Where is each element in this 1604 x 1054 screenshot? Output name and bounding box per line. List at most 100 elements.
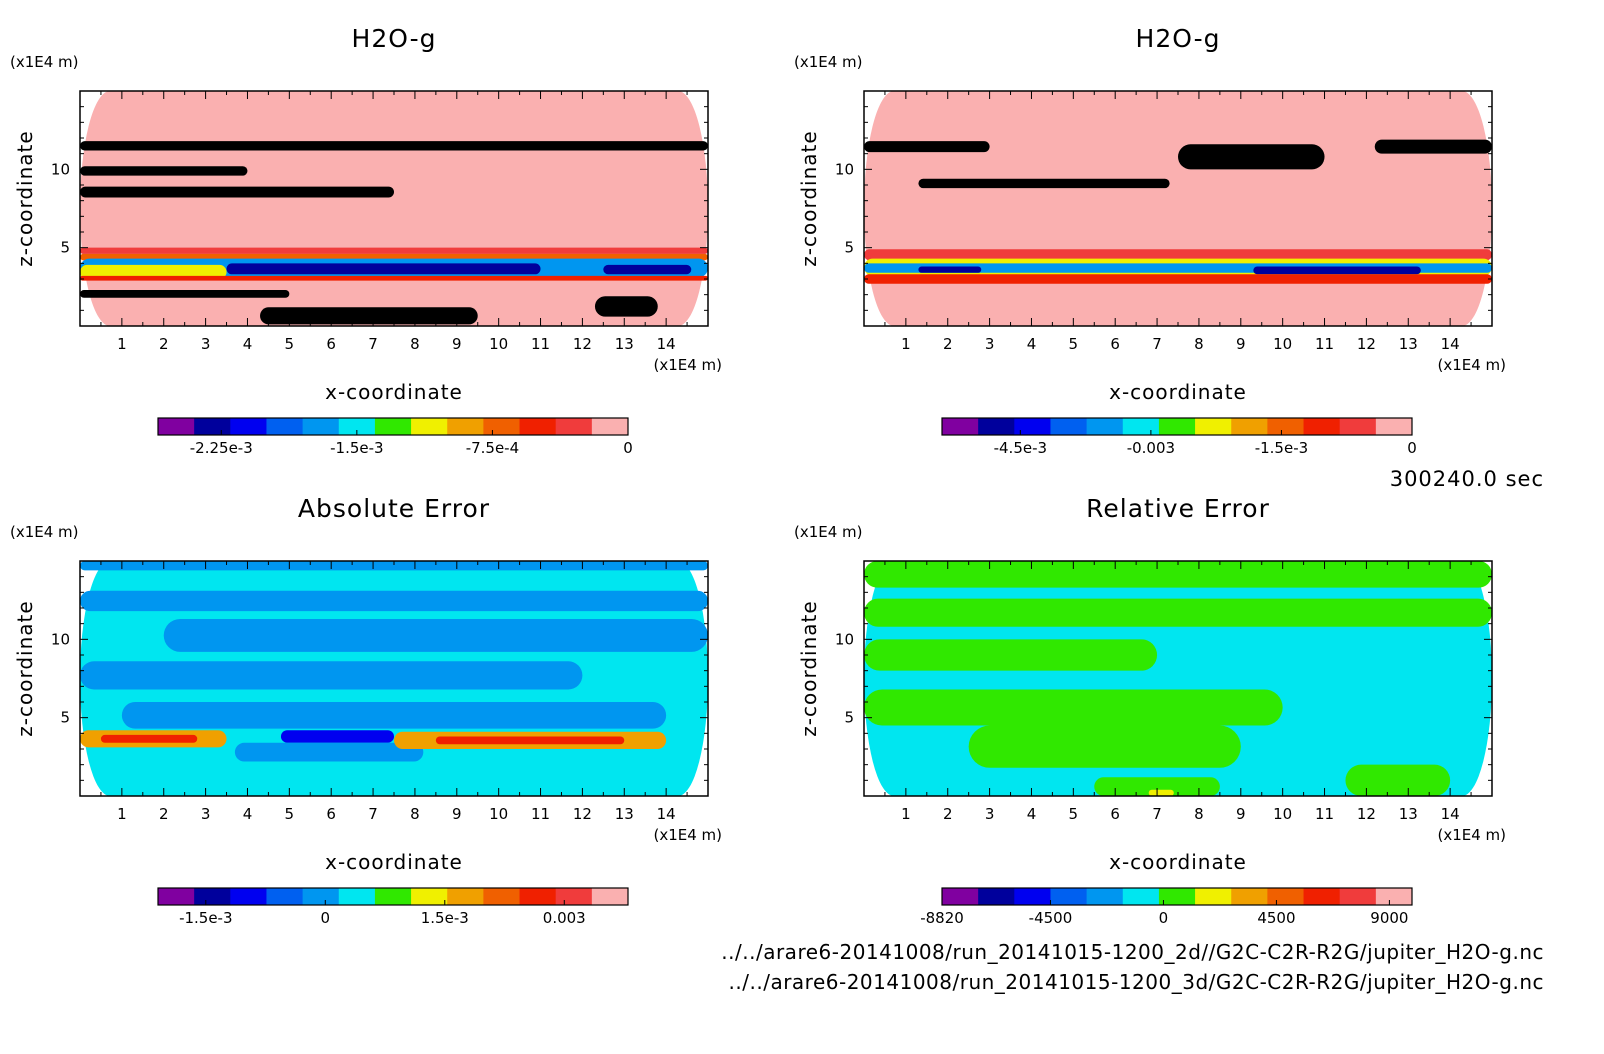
colorbar-swatch <box>1158 888 1196 905</box>
time-label: 300240.0 sec <box>1389 467 1544 491</box>
colorbar-label: 0 <box>1159 909 1169 927</box>
colorbar-label: 0 <box>623 439 633 457</box>
x-tick-label: 7 <box>368 805 378 823</box>
x-tick-label: 7 <box>1152 805 1162 823</box>
colorbar-label: -7.5e-4 <box>466 439 519 457</box>
contour-band <box>864 639 1158 671</box>
panel-title: H2O-g <box>1136 24 1221 53</box>
contour-band <box>594 296 658 317</box>
colorbar-swatch <box>230 418 267 435</box>
contour-band <box>100 734 198 743</box>
x-tick-label: 13 <box>1399 805 1418 823</box>
colorbar-label: -8820 <box>920 909 964 927</box>
x-axis-label: x-coordinate <box>325 380 463 404</box>
colorbar-swatch <box>447 418 484 435</box>
y-unit-label: (x1E4 m) <box>10 523 79 541</box>
contour-band <box>80 289 290 298</box>
x-tick-label: 9 <box>1236 335 1246 353</box>
x-tick-label: 14 <box>657 805 676 823</box>
x-tick-label: 11 <box>1315 335 1334 353</box>
x-tick-label: 6 <box>326 335 336 353</box>
colorbar-swatch <box>591 888 629 905</box>
contour-band <box>1253 266 1421 275</box>
y-unit-label: (x1E4 m) <box>10 53 79 71</box>
contour-band <box>80 661 583 690</box>
colorbar-label: -0.003 <box>1127 439 1175 457</box>
colorbar: -2.25e-3 -1.5e-3 -7.5e-4 0 <box>157 417 633 457</box>
colorbar-swatch <box>978 888 1015 905</box>
colorbar-swatch <box>374 888 412 905</box>
x-tick-label: 7 <box>368 335 378 353</box>
colorbar-label: 0 <box>1407 439 1417 457</box>
colorbar-swatch <box>1014 418 1051 435</box>
x-tick-label: 13 <box>1399 335 1418 353</box>
contour-band <box>603 264 692 275</box>
colorbar-swatch <box>1303 888 1341 905</box>
colorbar-swatch <box>374 418 412 435</box>
x-tick-label: 8 <box>410 805 420 823</box>
x-unit-label: (x1E4 m) <box>1437 826 1506 844</box>
contour-field <box>864 561 1492 796</box>
x-tick-label: 10 <box>1273 805 1292 823</box>
colorbar-swatch <box>1122 888 1160 905</box>
contour-band <box>80 590 708 612</box>
contour-band <box>1345 764 1451 796</box>
x-axis-label: x-coordinate <box>1109 380 1247 404</box>
x-tick-label: 11 <box>1315 805 1334 823</box>
x-tick-label: 1 <box>901 335 911 353</box>
file-path-2d: ../../arare6-20141008/run_20141015-1200_… <box>721 940 1544 964</box>
colorbar-swatch <box>266 888 304 905</box>
x-tick-label: 4 <box>243 805 253 823</box>
contour-band <box>234 742 424 762</box>
colorbar-swatch <box>1303 418 1341 435</box>
contour-band <box>80 166 248 176</box>
contour-field <box>864 91 1492 326</box>
colorbar-label: -4.5e-3 <box>994 439 1047 457</box>
x-tick-label: 14 <box>1441 805 1460 823</box>
y-axis-label: z-coordinate <box>797 130 821 266</box>
colorbar-swatch <box>266 418 304 435</box>
contour-band <box>1178 144 1325 170</box>
x-tick-label: 13 <box>615 335 634 353</box>
panel-title: H2O-g <box>352 24 437 53</box>
colorbar-swatch <box>302 888 340 905</box>
x-tick-label: 10 <box>1273 335 1292 353</box>
y-tick-label: 10 <box>835 630 854 648</box>
colorbar-frame <box>157 887 629 906</box>
x-tick-label: 7 <box>1152 335 1162 353</box>
x-tick-label: 8 <box>410 335 420 353</box>
panel-3: Absolute Error(x1E4 m)1 2 3 4 5 6 7 8 9 10 11 12 13 1… <box>10 494 722 927</box>
x-tick-label: 4 <box>243 335 253 353</box>
colorbar-label: 4500 <box>1257 909 1295 927</box>
x-tick-label: 12 <box>1357 805 1376 823</box>
x-tick-label: 6 <box>1110 805 1120 823</box>
y-tick-label: 5 <box>60 239 70 257</box>
x-tick-label: 8 <box>1194 335 1204 353</box>
contour-band <box>864 91 1492 326</box>
panel-4: Relative Error(x1E4 m)1 2 3 4 5 6 7 8 9 10 11 12 13 1… <box>794 494 1506 927</box>
contour-band <box>80 247 708 254</box>
colorbar-swatch <box>1086 888 1124 905</box>
y-unit-label: (x1E4 m) <box>794 523 863 541</box>
colorbar-swatch <box>1375 418 1413 435</box>
x-tick-label: 12 <box>573 805 592 823</box>
contour-band <box>80 141 708 151</box>
colorbar-swatch <box>1231 888 1268 905</box>
contour-band <box>80 275 708 281</box>
colorbar-swatch <box>483 888 521 905</box>
colorbar-swatch <box>411 888 448 905</box>
colorbar-label: -1.5e-3 <box>330 439 383 457</box>
x-tick-label: 5 <box>285 805 295 823</box>
contour-band <box>968 725 1241 768</box>
colorbar-swatch <box>1339 418 1377 435</box>
x-unit-label: (x1E4 m) <box>1437 356 1506 374</box>
colorbar-swatch <box>1086 418 1124 435</box>
contour-band <box>1094 777 1220 796</box>
colorbar-swatch <box>1158 418 1196 435</box>
y-tick-label: 5 <box>844 239 854 257</box>
colorbar-swatch <box>1050 418 1088 435</box>
colorbar-swatch <box>1122 418 1160 435</box>
x-tick-label: 3 <box>985 335 995 353</box>
x-tick-label: 14 <box>657 335 676 353</box>
colorbar-swatch <box>1231 418 1268 435</box>
